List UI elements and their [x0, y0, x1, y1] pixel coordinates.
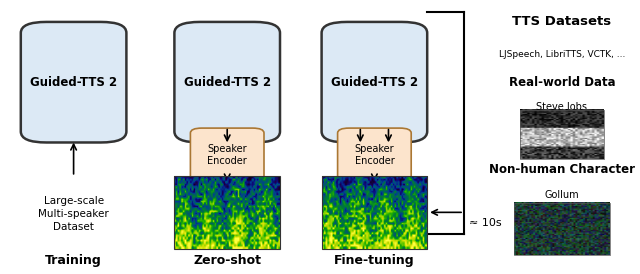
Bar — [514, 203, 610, 255]
FancyBboxPatch shape — [338, 128, 412, 181]
Text: Fine-tuning: Fine-tuning — [334, 254, 415, 267]
Text: Guided-TTS 2: Guided-TTS 2 — [30, 76, 117, 89]
Text: Non-human Character: Non-human Character — [489, 163, 635, 176]
FancyBboxPatch shape — [174, 22, 280, 142]
Bar — [520, 110, 604, 159]
Bar — [174, 176, 280, 249]
Text: Guided-TTS 2: Guided-TTS 2 — [331, 76, 418, 89]
Text: LJSpeech, LibriTTS, VCTK, ...: LJSpeech, LibriTTS, VCTK, ... — [499, 50, 625, 59]
Text: Training: Training — [45, 254, 102, 267]
Text: ≈ 10s: ≈ 10s — [469, 218, 502, 228]
FancyBboxPatch shape — [20, 22, 127, 142]
Text: Zero-shot: Zero-shot — [193, 254, 261, 267]
Text: Guided-TTS 2: Guided-TTS 2 — [184, 76, 271, 89]
Text: TTS Datasets: TTS Datasets — [513, 15, 611, 28]
Bar — [321, 176, 428, 249]
FancyBboxPatch shape — [321, 22, 428, 142]
Text: Speaker
Encoder: Speaker Encoder — [207, 144, 247, 166]
Text: Real-world Data: Real-world Data — [509, 76, 615, 89]
FancyBboxPatch shape — [191, 128, 264, 181]
Text: Large-scale
Multi-speaker
Dataset: Large-scale Multi-speaker Dataset — [38, 196, 109, 232]
Text: Gollum: Gollum — [545, 190, 579, 199]
Text: Speaker
Encoder: Speaker Encoder — [355, 144, 394, 166]
Text: Steve Jobs: Steve Jobs — [536, 102, 588, 112]
